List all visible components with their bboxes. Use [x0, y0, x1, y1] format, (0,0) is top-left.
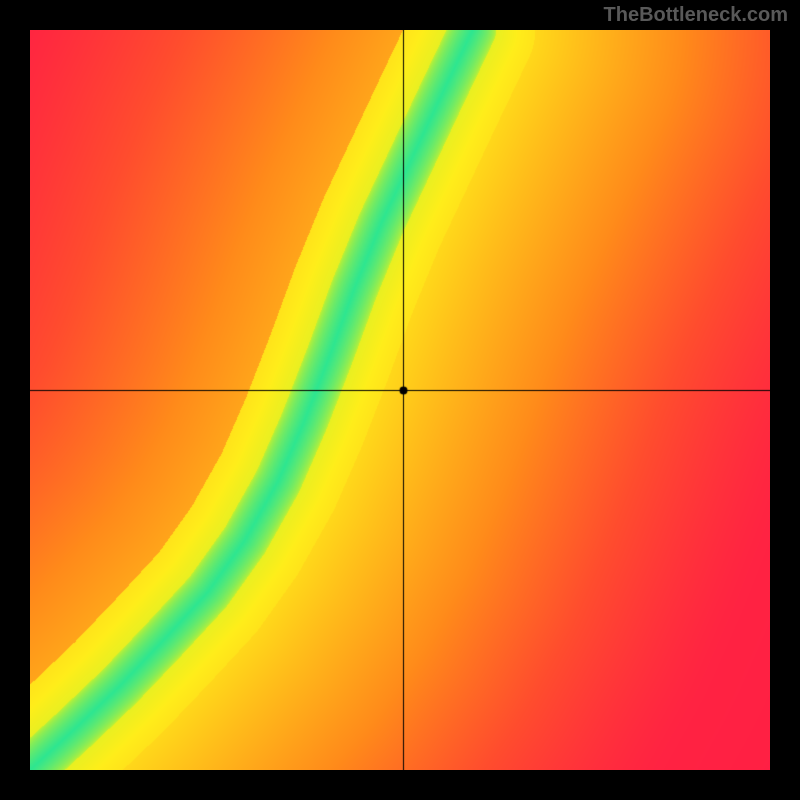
- bottleneck-heatmap: [30, 30, 770, 770]
- chart-container: TheBottleneck.com: [0, 0, 800, 800]
- watermark-text: TheBottleneck.com: [604, 4, 788, 27]
